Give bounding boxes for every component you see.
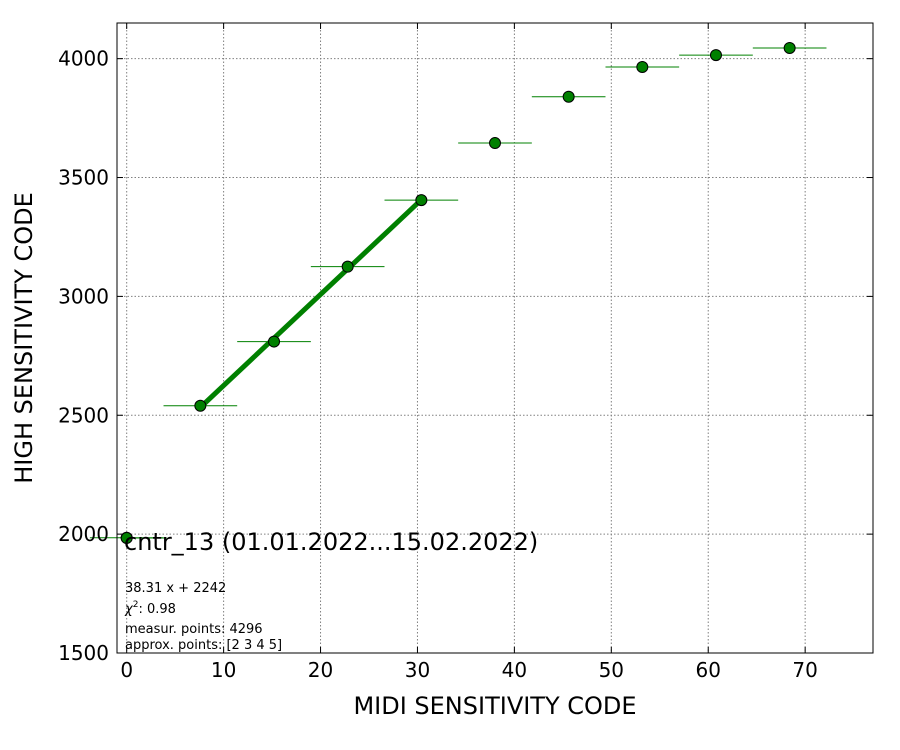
data-point (783, 41, 796, 54)
data-points (120, 41, 796, 544)
legend-marker (120, 532, 133, 544)
chi-squared-value: χ2: 0.98 (124, 600, 176, 617)
x-tick-label: 10 (211, 658, 236, 682)
y-tick-label: 1500 (58, 641, 109, 665)
x-tick-label: 70 (792, 658, 817, 682)
x-tick-label: 40 (502, 658, 527, 682)
x-tick-label: 30 (405, 658, 430, 682)
legend-label: cntr_13 (01.01.2022...15.02.2022) (124, 528, 538, 556)
y-tick-label: 2500 (58, 403, 109, 427)
y-axis-label: HIGH SENSITIVITY CODE (10, 192, 38, 484)
fit-annotations: 38.31 x + 2242 χ2: 0.98 measur. points: … (124, 581, 282, 653)
x-error-bars (89, 47, 827, 539)
y-tick-label: 4000 (58, 47, 109, 71)
x-tick-label: 0 (120, 658, 133, 682)
chi-value: : 0.98 (138, 602, 175, 617)
fit-line-group (197, 197, 424, 410)
data-point (489, 137, 501, 150)
data-point (709, 49, 722, 62)
measurement-points: measur. points: 4296 (125, 622, 263, 637)
y-tick-label: 3500 (58, 166, 109, 190)
approximation-points: approx. points: [2 3 4 5] (125, 638, 282, 653)
fit-equation: 38.31 x + 2242 (125, 581, 226, 596)
x-tick-label: 20 (308, 658, 333, 682)
data-point (636, 60, 649, 73)
data-point (268, 335, 281, 348)
grid-lines (117, 23, 873, 654)
plot-frame (116, 22, 874, 654)
chi-symbol: χ (124, 602, 134, 617)
data-point (341, 260, 354, 273)
fit-line (197, 197, 424, 410)
y-tick-label: 3000 (58, 284, 109, 308)
x-tick-label: 50 (599, 658, 624, 682)
data-point (194, 399, 207, 412)
data-point (415, 194, 428, 207)
x-axis-label: MIDI SENSITIVITY CODE (353, 692, 636, 720)
y-tick-label: 2000 (58, 522, 109, 546)
chi-superscript: 2 (133, 600, 139, 610)
axis-ticks: 0 10 20 30 40 50 60 70 1500 2000 2500 3000 3500 4000 (58, 23, 873, 682)
legend: cntr_13 (01.01.2022...15.02.2022) (120, 528, 538, 556)
data-point (562, 90, 575, 103)
x-tick-label: 60 (696, 658, 721, 682)
